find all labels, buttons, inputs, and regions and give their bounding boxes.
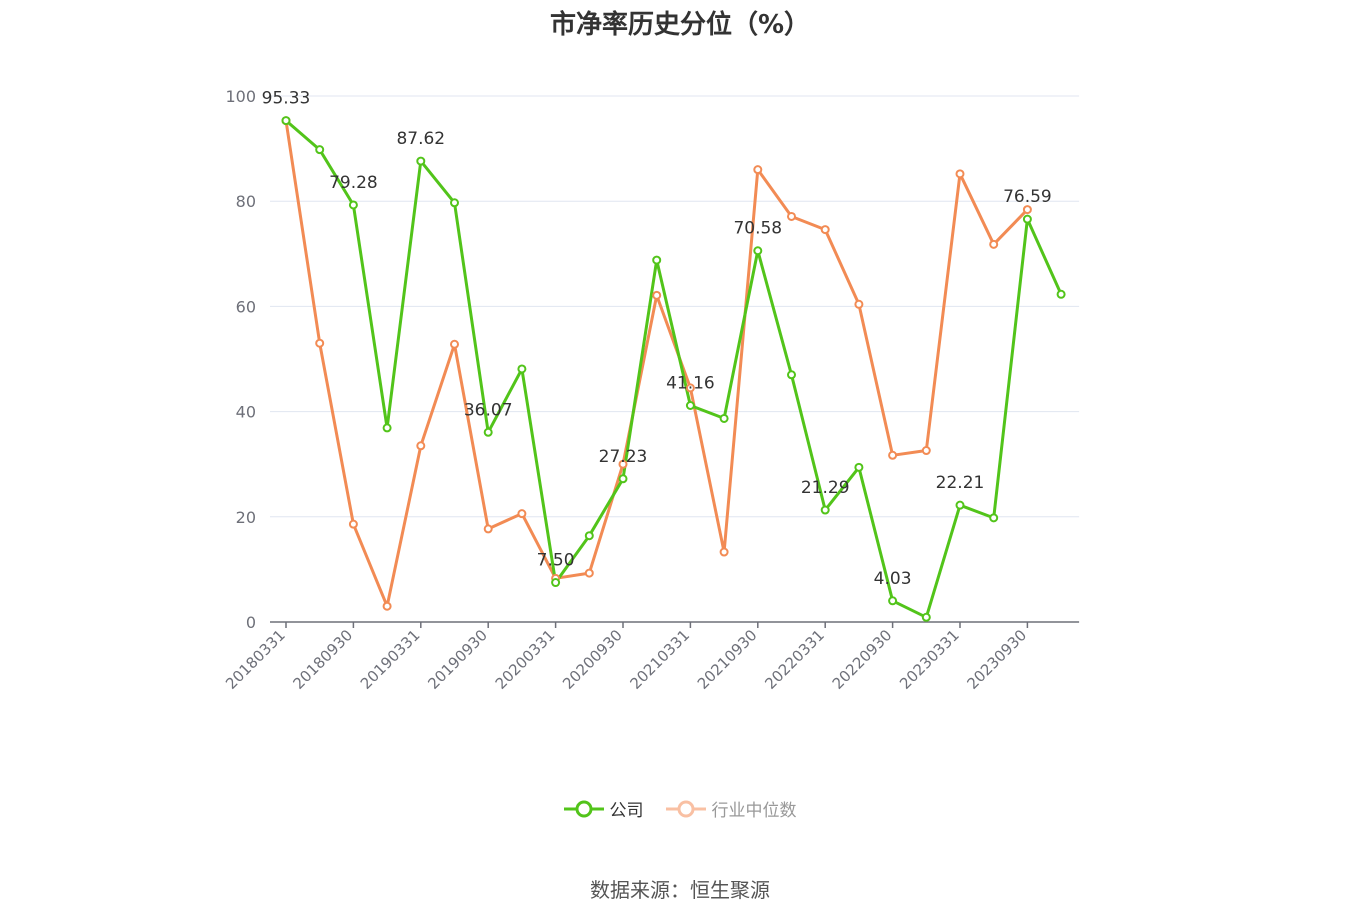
x-tick-label: 20230331: [896, 626, 963, 693]
data-point-industry-median: [719, 547, 729, 557]
data-point-industry-median: [315, 338, 325, 348]
data-source: 数据来源：恒生聚源: [590, 878, 770, 902]
x-tick-label: 20180930: [290, 626, 357, 693]
data-point-company: [1056, 289, 1066, 299]
data-label: 36.07: [464, 400, 513, 420]
data-point-company: [584, 531, 594, 541]
data-point-company: [955, 500, 965, 510]
data-label: 76.59: [1003, 187, 1052, 207]
x-tick-label: 20210930: [694, 626, 761, 693]
data-point-industry-median: [348, 519, 358, 529]
data-point-company: [787, 370, 796, 380]
x-tick-label: 20190331: [357, 626, 424, 693]
data-point-company: [820, 505, 830, 515]
data-point-company: [551, 578, 561, 588]
x-tick-label: 20200930: [559, 626, 626, 693]
y-tick-label: 80: [236, 192, 256, 211]
data-label: 79.28: [329, 173, 378, 193]
y-tick-label: 60: [236, 297, 256, 316]
data-point-company: [888, 596, 898, 606]
x-tick-label: 20220331: [761, 626, 828, 693]
data-point-industry-median: [483, 524, 493, 534]
series-line-industry-median: [284, 120, 1029, 608]
y-tick-label: 0: [246, 613, 256, 632]
data-point-company: [382, 423, 392, 433]
data-point-company: [618, 474, 628, 484]
data-point-industry-median: [517, 509, 527, 519]
series-line-company: [285, 119, 1063, 619]
x-tick-label: 20180331: [222, 626, 289, 693]
data-point-company: [989, 513, 999, 523]
x-tick-label: 20210331: [627, 626, 694, 693]
data-point-industry-median: [652, 290, 662, 300]
data-point-company: [315, 145, 325, 155]
data-point-industry-median: [955, 169, 965, 179]
data-point-company: [854, 462, 864, 472]
data-label: 7.50: [537, 551, 575, 571]
data-point-industry-median: [618, 459, 628, 469]
data-label: 87.62: [396, 129, 445, 149]
data-point-company: [348, 200, 358, 210]
data-point-company: [753, 246, 763, 256]
data-point-company: [1022, 214, 1032, 224]
data-point-company: [685, 400, 695, 410]
data-point-company: [483, 427, 493, 437]
data-label: 21.29: [801, 478, 850, 498]
data-point-industry-median: [685, 383, 695, 393]
data-point-industry-median: [989, 239, 999, 249]
legend-label: 行业中位数: [711, 801, 797, 821]
data-labels: 95.33 79.28 87.62 36.07 7.50 27.23 41.16 70.58 2…: [262, 89, 1052, 589]
data-point-industry-median: [888, 450, 898, 460]
data-point-company: [281, 116, 291, 126]
data-point-industry-median: [753, 165, 763, 175]
data-point-industry-median: [382, 601, 392, 611]
legend-item-industry-median[interactable]: 行业中位数: [665, 796, 797, 821]
data-point-company: [921, 612, 931, 622]
data-label: 41.16: [666, 373, 715, 393]
legend-line-marker-icon: [563, 800, 604, 817]
x-tick-label: 20190930: [424, 626, 491, 693]
data-point-company: [416, 156, 426, 166]
data-point-industry-median: [820, 225, 830, 235]
x-tick-label: 20200331: [492, 626, 559, 693]
data-point-industry-median: [416, 441, 426, 451]
data-label: 95.33: [262, 89, 311, 109]
data-point-industry-median: [584, 568, 594, 578]
y-tick-label: 20: [236, 508, 256, 527]
chart-title: 市净率历史分位（%）: [549, 10, 811, 40]
x-tick-label: 20220930: [829, 626, 896, 693]
data-point-industry-median: [854, 299, 864, 309]
x-tick-label: 20230930: [964, 626, 1031, 693]
data-point-company: [450, 198, 459, 208]
legend: 公司 行业中位数: [0, 796, 1360, 821]
data-label: 70.58: [733, 219, 782, 239]
series-lines: [284, 119, 1063, 619]
data-point-industry-median: [1022, 205, 1032, 215]
data-point-industry-median: [450, 339, 459, 349]
y-tick-label: 100: [225, 87, 256, 106]
legend-line-marker-icon: [665, 800, 706, 817]
y-tick-label: 40: [236, 403, 256, 422]
grid-lines: [270, 95, 1080, 518]
data-point-company: [719, 413, 729, 423]
legend-label: 公司: [609, 801, 644, 821]
data-point-industry-median: [921, 446, 931, 456]
data-point-company: [652, 255, 662, 265]
data-point-company: [517, 364, 527, 374]
data-label: 22.21: [936, 473, 985, 493]
data-label: 27.23: [599, 447, 648, 467]
legend-item-company[interactable]: 公司: [563, 796, 644, 821]
data-label: 4.03: [874, 569, 912, 589]
data-point-industry-median: [787, 211, 796, 221]
data-points: [281, 116, 1066, 622]
